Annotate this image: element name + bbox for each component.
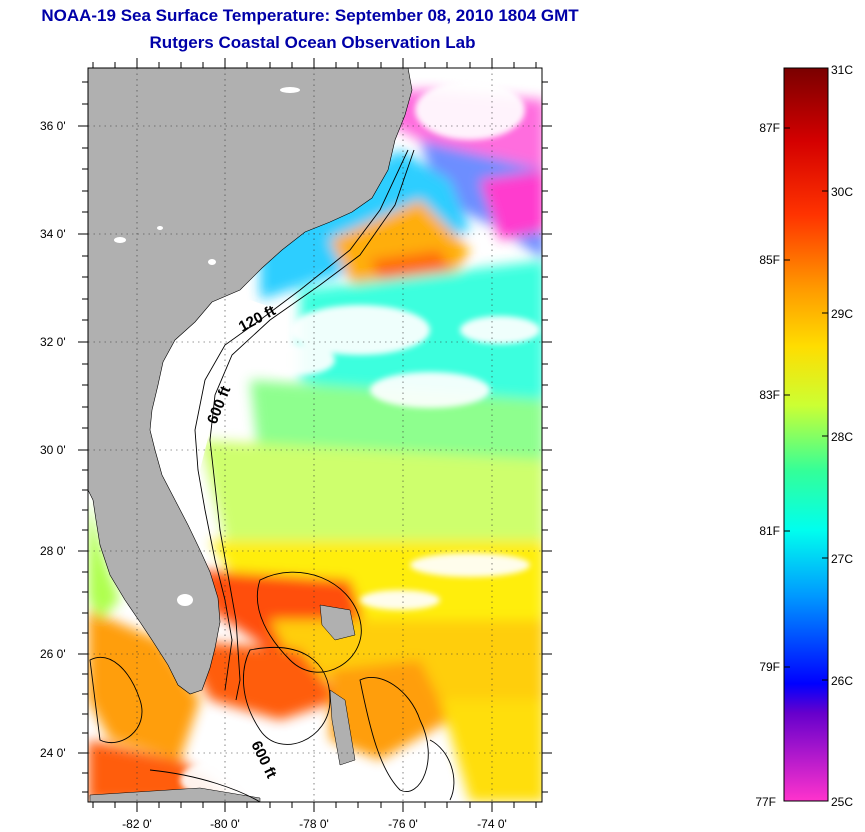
lon-label: -82 0' (122, 817, 152, 831)
colorbar-f-label: 87F (759, 121, 780, 135)
lon-label: -74 0' (477, 817, 507, 831)
colorbar-c-label: 31C (831, 63, 853, 77)
sst-map: 120 ft 600 ft 600 ft (40, 58, 552, 831)
colorbar-c-label: 27C (831, 552, 853, 566)
lat-label: 32 0' (40, 335, 66, 349)
colorbar-f-label: 81F (759, 524, 780, 538)
lon-label: -80 0' (210, 817, 240, 831)
lat-labels: 36 0' 34 0' 32 0' 30 0' 28 0' 26 0' 24 0… (40, 119, 66, 760)
axis-ticks (78, 58, 552, 812)
map-frame (87, 67, 543, 803)
colorbar-c-label: 28C (831, 430, 853, 444)
land-mass (88, 68, 413, 695)
lon-label: -76 0' (388, 817, 418, 831)
map-subtitle: Rutgers Coastal Ocean Observation Lab (149, 33, 476, 52)
isobath-contours (89, 149, 455, 802)
lat-label: 36 0' (40, 119, 66, 133)
sst-field (88, 68, 542, 802)
colorbar-f-label: 79F (759, 660, 780, 674)
colorbar-f-label: 77F (755, 795, 776, 809)
colorbar-c-label: 30C (831, 185, 853, 199)
lat-label: 24 0' (40, 746, 66, 760)
colorbar-f-label: 83F (759, 388, 780, 402)
colorbar-f-label: 85F (759, 253, 780, 267)
map-title: NOAA-19 Sea Surface Temperature: Septemb… (41, 6, 579, 25)
lon-label: -78 0' (299, 817, 329, 831)
colorbar-c-label: 29C (831, 307, 853, 321)
colorbar-gradient (783, 67, 829, 802)
lat-label: 34 0' (40, 227, 66, 241)
lat-label: 28 0' (40, 544, 66, 558)
lat-label: 26 0' (40, 647, 66, 661)
colorbar: 31C 30C 29C 28C 27C 26C 25C 87F 85F 83F … (755, 63, 853, 809)
lat-label: 30 0' (40, 443, 66, 457)
colorbar-c-label: 26C (831, 674, 853, 688)
colorbar-c-label: 25C (831, 795, 853, 809)
lon-labels: -82 0' -80 0' -78 0' -76 0' -74 0' (122, 817, 507, 831)
graticule (88, 68, 542, 802)
